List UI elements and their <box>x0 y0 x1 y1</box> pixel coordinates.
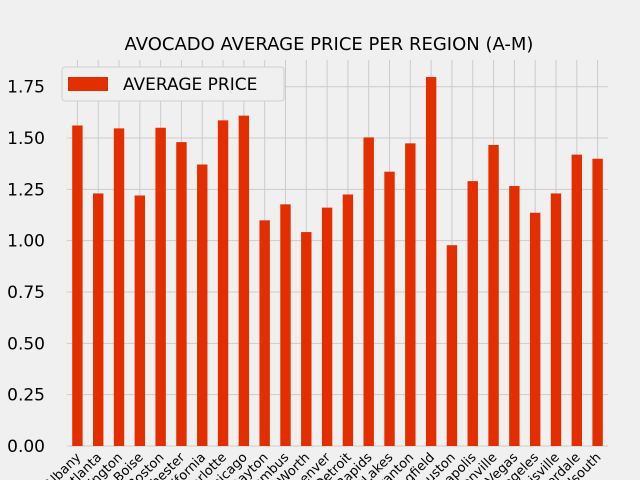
y-tick-label: 0.00 <box>7 437 45 457</box>
y-tick-label: 1.50 <box>7 129 45 149</box>
bar-charlotte <box>217 120 229 446</box>
bar-detroit <box>342 194 354 446</box>
bar-baltimorewashington <box>113 128 125 446</box>
bar-columbus <box>280 204 291 446</box>
bar-harrisburgscranton <box>405 143 416 447</box>
legend: AVERAGE PRICE <box>61 66 285 102</box>
y-tick-label: 0.75 <box>7 283 45 303</box>
y-tick-label: 1.00 <box>7 232 45 252</box>
y-axis-ticks: 0.00 0.25 0.50 0.75 1.00 1.25 1.50 1.75 <box>7 78 45 457</box>
bar-louisville <box>550 193 562 446</box>
bar-greatlakes <box>384 171 395 447</box>
bars-group <box>72 77 603 447</box>
y-tick-label: 1.75 <box>7 78 45 98</box>
bar-hartfordspringfield <box>425 77 437 446</box>
bar-houston <box>446 245 458 446</box>
bar-denver <box>321 207 333 446</box>
bar-miamiftlauderdale <box>571 154 582 446</box>
y-tick-label: 1.25 <box>7 180 45 200</box>
bar-jacksonville <box>488 145 499 446</box>
bar-midsouth <box>592 158 603 446</box>
bar-chicago <box>238 115 250 447</box>
bar-buffalorochester <box>176 142 187 446</box>
bar-dallasftworth <box>301 232 312 446</box>
legend-box <box>61 66 285 102</box>
bar-california <box>197 164 208 446</box>
bar-boston <box>155 127 166 447</box>
bar-losangeles <box>529 212 541 446</box>
bar-albany <box>72 125 83 446</box>
bar-boise <box>134 195 146 446</box>
bar-indianapolis <box>467 181 478 446</box>
legend-label: AVERAGE PRICE <box>123 75 257 95</box>
bar-atlanta <box>93 193 104 446</box>
bar-lasvegas <box>509 186 520 446</box>
chart-title: AVOCADO AVERAGE PRICE PER REGION (A-M) <box>125 34 534 55</box>
y-tick-label: 0.25 <box>7 386 45 406</box>
legend-swatch <box>68 77 108 91</box>
y-tick-label: 0.50 <box>7 334 45 354</box>
bar-cincinnatidayton <box>259 220 270 446</box>
bar-grandrapids <box>363 137 374 446</box>
